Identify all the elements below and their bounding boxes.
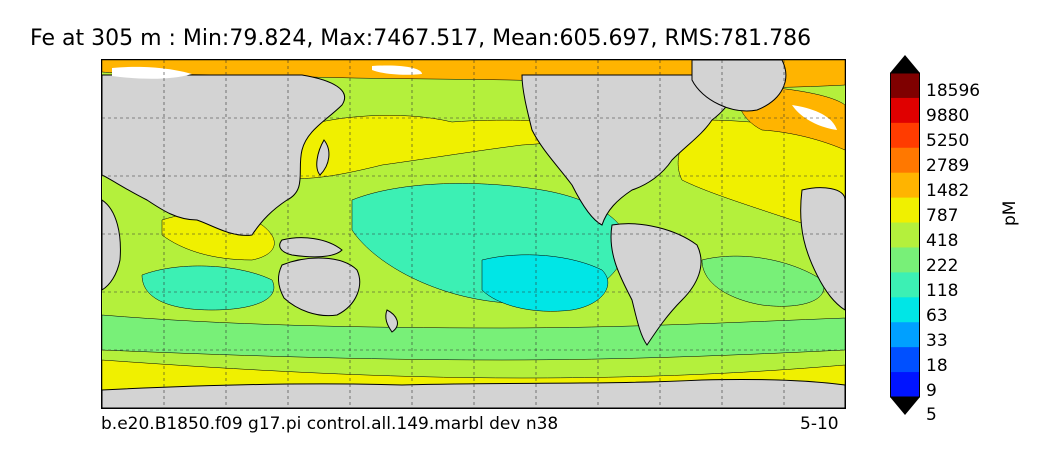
colorbar-tick-label: 1482: [926, 181, 970, 202]
colorbar-tick-label: 118: [926, 280, 959, 301]
atlantic-green-band: [701, 255, 825, 307]
colorbar-segment: [890, 247, 920, 273]
colorbar-extend-min: [890, 397, 920, 415]
land-australia: [278, 257, 361, 317]
colorbar-tick-label: 5250: [926, 131, 970, 152]
case-name-label: b.e20.B1850.f09 g17.pi control.all.149.m…: [101, 414, 559, 434]
south-pacific-cyan-core: [481, 254, 608, 312]
land-maritime-continent: [279, 237, 343, 258]
land-north-america: [521, 74, 734, 226]
colorbar-segment: [890, 322, 920, 348]
map-graticule: [102, 60, 845, 408]
colorbar-tick-label: 63: [926, 305, 948, 326]
colorbar: [890, 55, 920, 415]
land-africa-west: [102, 199, 121, 291]
colorbar-tick-label: 9880: [926, 106, 970, 127]
land-masses: [102, 60, 845, 408]
colorbar-segment: [890, 122, 920, 149]
map-panel: [101, 59, 846, 409]
colorbar-tick-label: 5: [926, 405, 937, 426]
missing-data-patches: [112, 65, 837, 130]
colorbar-tick-label: 9: [926, 380, 937, 401]
colorbar-segment: [890, 172, 920, 199]
colorbar-tick-label: 2789: [926, 156, 970, 177]
land-eurasia: [102, 74, 345, 236]
colorbar-segment: [890, 73, 920, 99]
period-label: 5-10: [800, 414, 839, 434]
land-new-zealand: [385, 309, 398, 333]
colorbar-segment: [890, 297, 920, 323]
ocean-map: [102, 60, 845, 408]
colorbar-tick-label: 787: [926, 206, 959, 227]
colorbar-tick-label: 33: [926, 330, 948, 351]
indian-ocean-cyan-band: [141, 265, 275, 311]
land-japan: [316, 139, 330, 176]
colorbar-tick-label: 222: [926, 255, 959, 276]
colorbar-segment: [890, 222, 920, 248]
colorbar-segment: [890, 97, 920, 124]
colorbar-segment: [890, 272, 920, 298]
colorbar-tick-label: 418: [926, 231, 959, 251]
colorbar-segment: [890, 347, 920, 373]
colorbar-segment: [890, 372, 920, 398]
colorbar-tick-label: 18596: [926, 81, 981, 102]
colorbar-segment: [890, 147, 920, 174]
land-africa-east: [800, 187, 845, 311]
land-south-america: [610, 223, 702, 346]
colorbar-unit-label: pM: [1000, 200, 1020, 226]
land-greenland: [691, 60, 787, 112]
colorbar-extend-max: [890, 55, 920, 73]
plot-title: Fe at 305 m : Min:79.824, Max:7467.517, …: [30, 26, 812, 51]
colorbar-segment: [890, 197, 920, 224]
colorbar-tick-label: 18: [926, 355, 948, 376]
colorbar-outline: [890, 72, 920, 398]
